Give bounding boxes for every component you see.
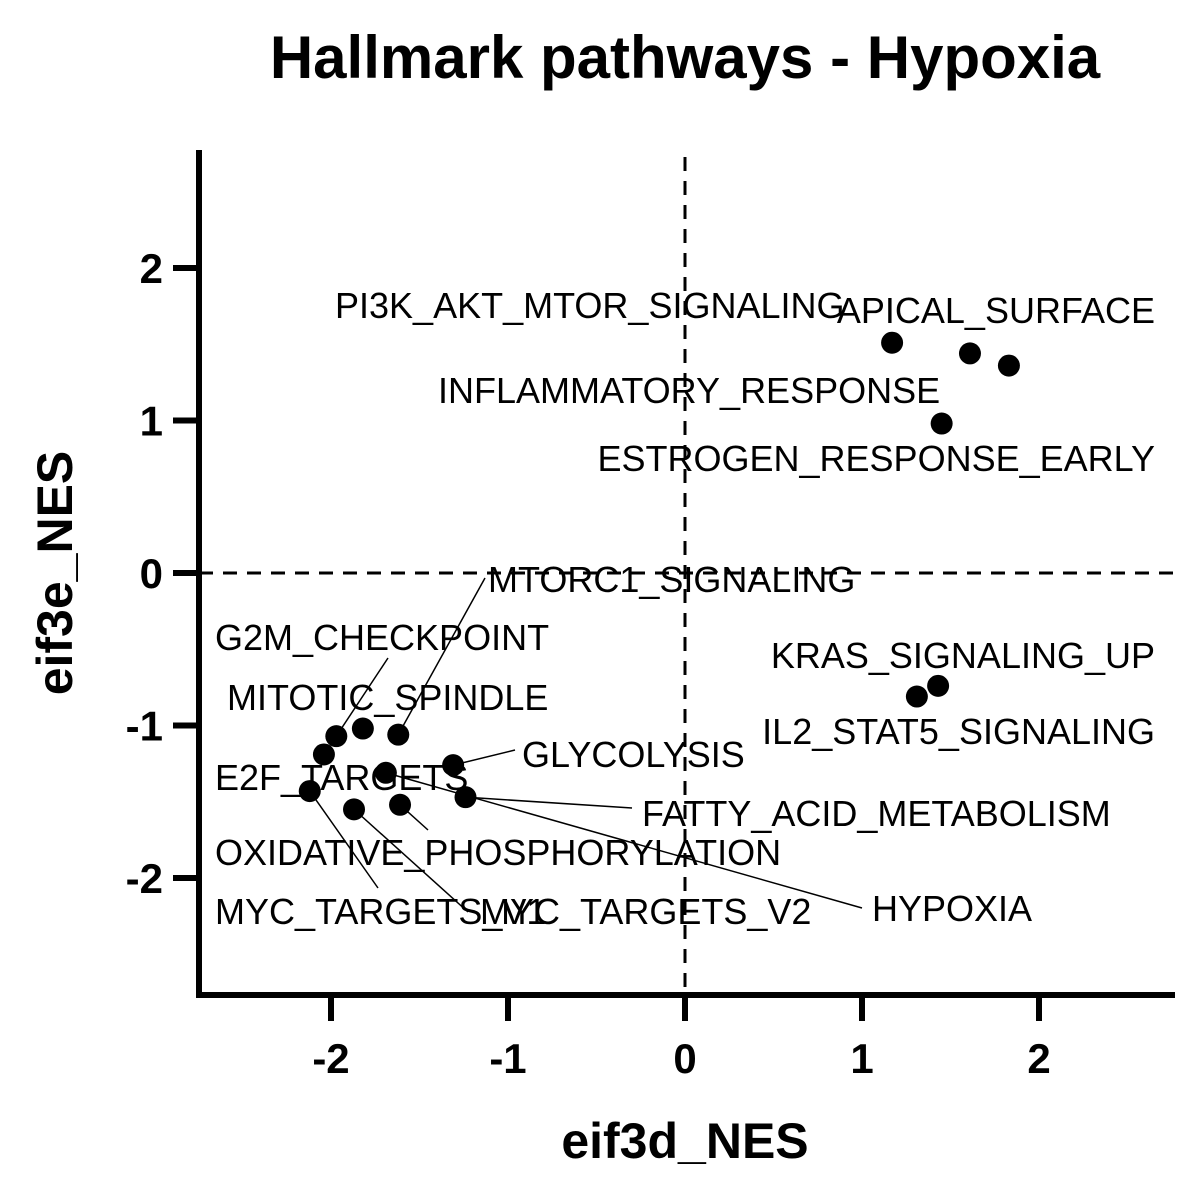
data-point (343, 798, 366, 821)
x-tick-label: -2 (312, 1035, 349, 1082)
leader-line (309, 790, 379, 889)
axes: -2 -1 0 1 2 -2 -1 0 1 2 (126, 150, 1175, 1082)
y-tick-label: -1 (126, 703, 163, 750)
y-tick-label: 2 (140, 245, 163, 292)
data-point (454, 786, 477, 809)
y-tick-label: -2 (126, 855, 163, 902)
data-points (298, 331, 1020, 821)
data-point (958, 342, 981, 365)
point-label: MYC_TARGETS_V2 (480, 891, 811, 932)
y-tick-label: 1 (140, 398, 163, 445)
point-label: MTORC1_SIGNALING (488, 559, 855, 600)
leader-line (397, 577, 486, 736)
data-point (387, 723, 410, 746)
data-point (351, 717, 374, 740)
data-point (389, 793, 412, 816)
data-point (905, 685, 928, 708)
leader-line (335, 657, 389, 737)
data-point (997, 354, 1020, 377)
chart-title: Hallmark pathways - Hypoxia (270, 24, 1101, 91)
x-tick-label: 1 (850, 1035, 873, 1082)
point-label: IL2_STAT5_SIGNALING (762, 711, 1155, 752)
point-label: OXIDATIVE_PHOSPHORYLATION (215, 832, 781, 873)
data-point (312, 743, 335, 766)
data-point (442, 754, 465, 777)
y-axis-title: eif3e_NES (27, 451, 83, 696)
reference-lines (199, 157, 1175, 995)
point-label: INFLAMMATORY_RESPONSE (438, 370, 940, 411)
x-tick-label: 2 (1027, 1035, 1050, 1082)
leader-line (465, 796, 633, 809)
point-label: MYC_TARGETS_V1 (215, 891, 546, 932)
x-tick-label: 0 (673, 1035, 696, 1082)
data-point (325, 725, 348, 748)
data-point (930, 412, 953, 435)
point-label: PI3K_AKT_MTOR_SIGNALING (335, 285, 845, 326)
y-tick-label: 0 (140, 550, 163, 597)
point-label: FATTY_ACID_METABOLISM (642, 793, 1111, 834)
point-label: HYPOXIA (872, 888, 1032, 929)
data-point (927, 674, 950, 697)
point-label: KRAS_SIGNALING_UP (771, 635, 1155, 676)
leader-line (353, 808, 469, 913)
point-label: APICAL_SURFACE (837, 290, 1155, 331)
x-tick-label: -1 (489, 1035, 526, 1082)
data-point (374, 761, 397, 784)
point-label: MITOTIC_SPINDLE (227, 677, 548, 718)
data-point (881, 331, 904, 354)
point-label: GLYCOLYSIS (522, 734, 745, 775)
point-label: E2F_TARGETS (215, 757, 468, 798)
data-point (298, 780, 321, 803)
x-axis-title: eif3d_NES (561, 1113, 808, 1169)
point-label: G2M_CHECKPOINT (215, 617, 549, 658)
point-label: ESTROGEN_RESPONSE_EARLY (597, 438, 1155, 479)
